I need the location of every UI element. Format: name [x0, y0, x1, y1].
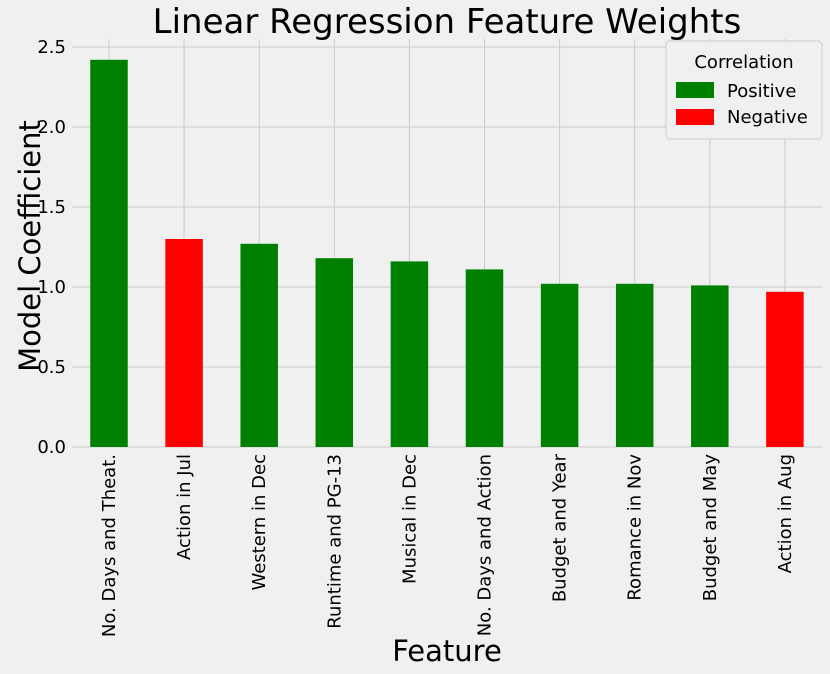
bar-5 [390, 261, 429, 447]
bar-9 [691, 285, 729, 447]
y-tick-label: 1.5 [37, 197, 66, 218]
x-tick-labels: No. Days and Theat. Action in Jul Western … [99, 453, 796, 637]
bar-8 [615, 283, 654, 447]
x-tick-label: Action in Aug [775, 454, 796, 573]
x-tick-label: Musical in Dec [399, 454, 420, 584]
legend-swatch-positive [676, 82, 714, 98]
legend: Correlation Positive Negative [665, 40, 823, 140]
y-tick-labels: 0.0 0.5 1.0 1.5 2.0 2.5 [37, 37, 66, 458]
legend-label-negative: Negative [727, 107, 808, 128]
x-tick-label: Runtime and PG-13 [324, 454, 345, 629]
y-tick-label: 0.0 [37, 437, 66, 458]
bar-3 [240, 243, 278, 447]
bar-4 [315, 258, 354, 447]
legend-label-positive: Positive [727, 81, 796, 102]
bar-2 [165, 239, 203, 447]
y-axis-label: Model Coefficient [13, 120, 47, 372]
legend-title: Correlation [694, 52, 793, 73]
x-tick-label: Action in Jul [174, 454, 195, 560]
x-tick-label: Romance in Nov [625, 454, 646, 601]
bar-10 [766, 291, 804, 447]
x-axis-label: Feature [392, 634, 502, 668]
y-tick-label: 1.0 [37, 277, 66, 298]
x-tick-label: Budget and Year [550, 453, 571, 602]
y-tick-label: 0.5 [37, 357, 66, 378]
chart-title: Linear Regression Feature Weights [153, 2, 742, 42]
y-tick-label: 2.5 [37, 37, 66, 58]
x-tick-label: Western in Dec [249, 454, 270, 591]
bar-7 [540, 283, 579, 447]
x-tick-label: No. Days and Action [475, 454, 496, 636]
x-tick-label: No. Days and Theat. [99, 454, 120, 637]
bar-1 [90, 59, 128, 448]
x-tick-label: Budget and May [700, 454, 721, 602]
bar-6 [465, 269, 504, 447]
legend-swatch-negative [676, 109, 714, 125]
y-tick-label: 2.0 [37, 117, 66, 138]
bars-group [90, 59, 804, 448]
